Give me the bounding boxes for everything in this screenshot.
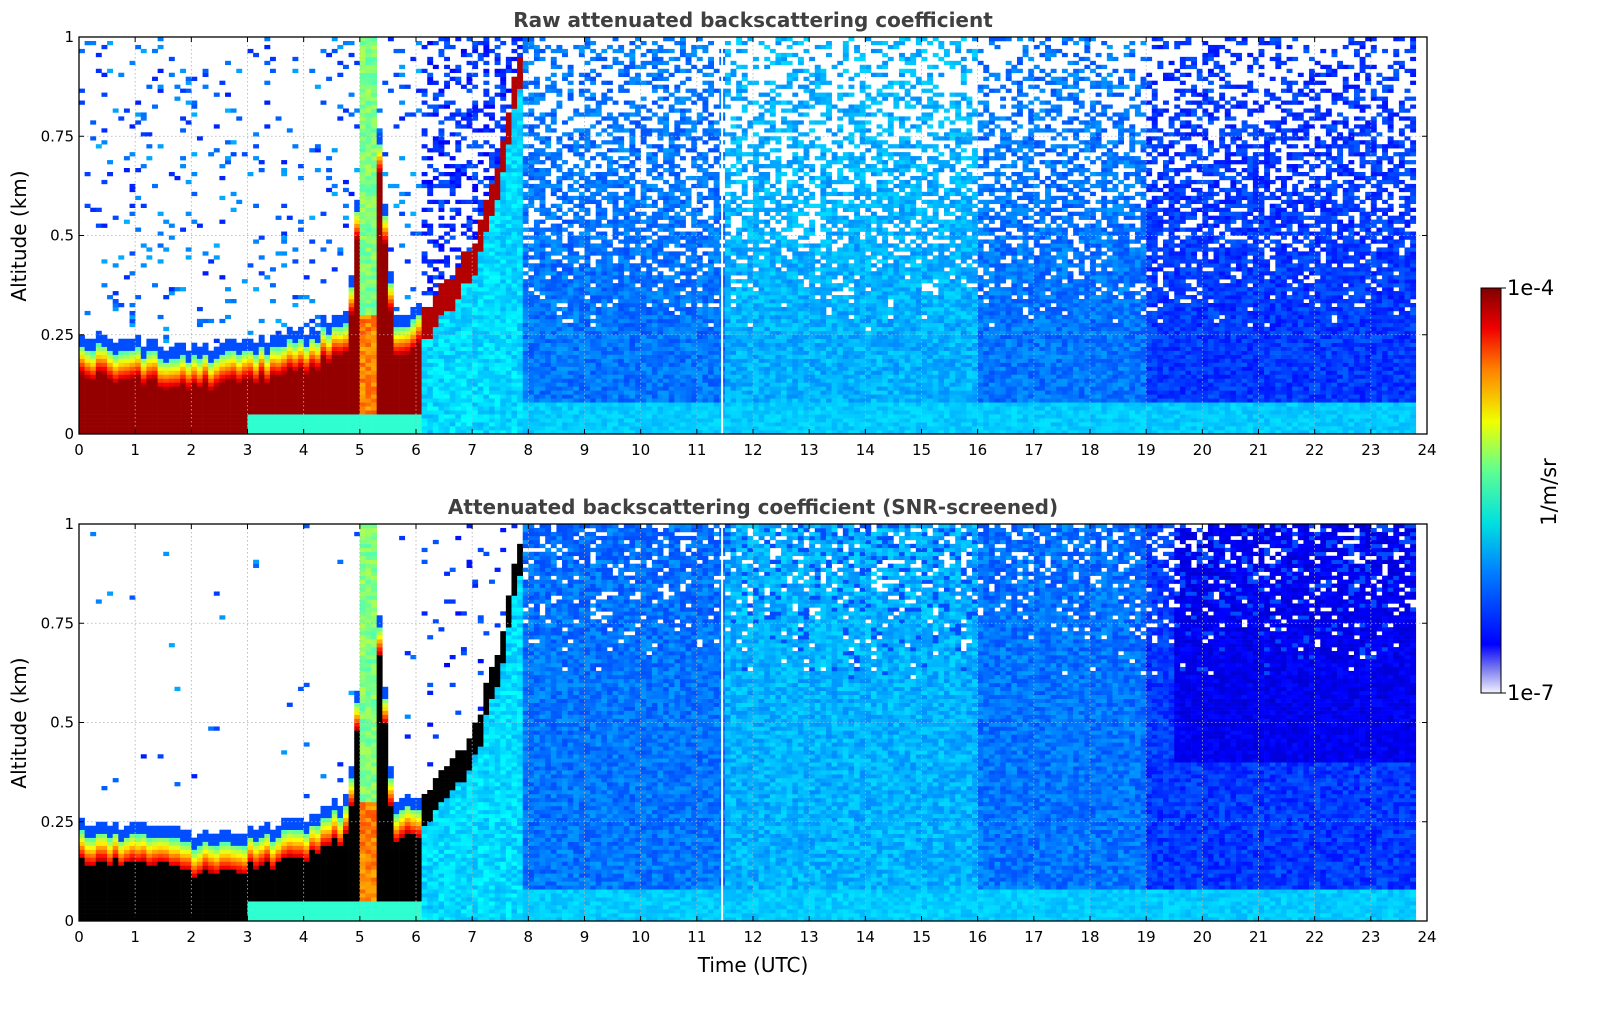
x-tick-label: 0: [74, 928, 84, 946]
x-tick-label: 4: [299, 441, 309, 459]
x-tick-label: 3: [243, 441, 253, 459]
x-tick-label: 12: [743, 928, 762, 946]
x-tick-label: 24: [1417, 928, 1436, 946]
x-tick-label: 17: [1024, 441, 1043, 459]
x-tick-label: 0: [74, 441, 84, 459]
x-tick-label: 15: [912, 928, 931, 946]
x-tick-label: 20: [1193, 441, 1212, 459]
x-tick-label: 14: [856, 928, 875, 946]
y-tick-label: 1: [64, 28, 74, 46]
x-tick-label: 21: [1249, 928, 1268, 946]
heatmap-raw: [79, 37, 1417, 434]
x-tick-label: 8: [524, 928, 534, 946]
x-tick-label: 8: [524, 441, 534, 459]
x-tick-label: 14: [856, 441, 875, 459]
y-tick-label: 0.5: [50, 227, 74, 245]
x-tick-label: 6: [411, 928, 421, 946]
x-tick-label: 18: [1080, 441, 1099, 459]
x-tick-label: 5: [355, 441, 365, 459]
x-tick-label: 20: [1193, 928, 1212, 946]
x-tick-label: 3: [243, 928, 253, 946]
panel-screened: 0 1 2 3 4 5 6 7 8 9 10 11 12 13 14 15 16 17 18 19 20 21 22 23 24…: [7, 495, 1437, 977]
colorbar-max-label: 1e-4: [1507, 276, 1554, 300]
x-tick-label: 9: [580, 441, 590, 459]
x-tick-label: 19: [1137, 441, 1156, 459]
y-axis-label-screened: Altitude (km): [7, 657, 31, 788]
panel-raw: 0 1 2 3 4 5 6 7 8 9 10 11 12 13 14 15 16 17 18 19 20 21 22 23 24…: [7, 8, 1437, 459]
x-tick-label: 4: [299, 928, 309, 946]
y-tick-label: 0: [64, 425, 74, 443]
x-tick-label: 22: [1305, 441, 1324, 459]
x-tick-label: 11: [687, 441, 706, 459]
x-axis-screened: 0 1 2 3 4 5 6 7 8 9 10 11 12 13 14 15 16 17 18 19 20 21 22 23 24: [74, 524, 1437, 946]
x-tick-label: 16: [968, 928, 987, 946]
x-tick-label: 23: [1361, 928, 1380, 946]
x-tick-label: 7: [467, 928, 477, 946]
x-axis-raw: 0 1 2 3 4 5 6 7 8 9 10 11 12 13 14 15 16 17 18 19 20 21 22 23 24: [74, 37, 1437, 459]
grid-raw: [79, 37, 1427, 434]
x-tick-label: 7: [467, 441, 477, 459]
x-tick-label: 10: [631, 441, 650, 459]
heatmap-screened: [79, 524, 1417, 921]
y-tick-label: 0.5: [50, 714, 74, 732]
x-tick-label: 13: [800, 928, 819, 946]
colorbar-gradient: [1480, 287, 1502, 694]
x-tick-label: 22: [1305, 928, 1324, 946]
x-tick-label: 2: [187, 928, 197, 946]
x-tick-label: 10: [631, 928, 650, 946]
x-tick-label: 12: [743, 441, 762, 459]
x-tick-label: 1: [130, 928, 140, 946]
y-tick-label: 1: [64, 515, 74, 533]
colorbar-min-label: 1e-7: [1507, 681, 1554, 705]
y-tick-label: 0.75: [41, 127, 74, 145]
x-tick-label: 13: [800, 441, 819, 459]
y-tick-label: 0.25: [41, 813, 74, 831]
x-tick-label: 24: [1417, 441, 1436, 459]
x-tick-label: 2: [187, 441, 197, 459]
x-tick-label: 9: [580, 928, 590, 946]
x-tick-label: 11: [687, 928, 706, 946]
y-tick-label: 0.75: [41, 614, 74, 632]
x-tick-label: 1: [130, 441, 140, 459]
y-tick-label: 0: [64, 912, 74, 930]
x-tick-label: 21: [1249, 441, 1268, 459]
x-tick-label: 6: [411, 441, 421, 459]
chart-title-screened: Attenuated backscattering coefficient (S…: [448, 495, 1058, 519]
x-tick-label: 19: [1137, 928, 1156, 946]
y-axis-label-raw: Altitude (km): [7, 170, 31, 301]
x-tick-label: 15: [912, 441, 931, 459]
x-axis-label: Time (UTC): [697, 953, 809, 977]
x-tick-label: 17: [1024, 928, 1043, 946]
x-tick-label: 18: [1080, 928, 1099, 946]
y-axis-raw: 0 0.25 0.5 0.75 1: [41, 28, 1427, 443]
colorbar: 1e-4 1e-7 1/m/sr: [1480, 276, 1561, 705]
x-tick-label: 5: [355, 928, 365, 946]
chart-title-raw: Raw attenuated backscattering coefficien…: [513, 8, 993, 32]
y-tick-label: 0.25: [41, 326, 74, 344]
grid-screened: [79, 524, 1427, 921]
x-tick-label: 16: [968, 441, 987, 459]
y-axis-screened: 0 0.25 0.5 0.75 1: [41, 515, 1427, 930]
colorbar-unit-label: 1/m/sr: [1537, 458, 1561, 526]
x-tick-label: 23: [1361, 441, 1380, 459]
